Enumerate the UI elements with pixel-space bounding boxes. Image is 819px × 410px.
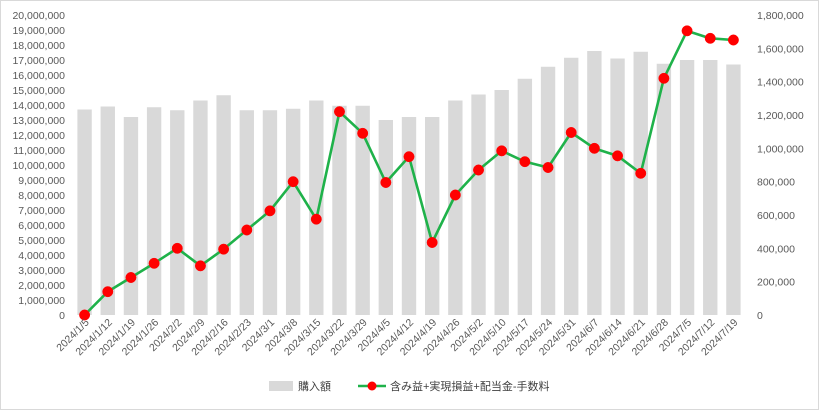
bar-purchase-amount	[656, 63, 672, 315]
y-right-tick-label: 1,800,000	[757, 10, 804, 22]
line-point-profit	[542, 162, 554, 173]
y-left-tick-label: 2,000,000	[18, 280, 65, 292]
line-point-profit	[125, 272, 137, 283]
y-left-tick-label: 17,000,000	[12, 55, 65, 67]
line-point-profit	[310, 213, 322, 225]
bar-purchase-amount	[146, 107, 162, 315]
y-right-tick-label: 800,000	[757, 177, 795, 189]
line-point-profit	[148, 257, 160, 269]
y-left-tick-label: 20,000,000	[12, 10, 65, 22]
bar-purchase-amount	[309, 100, 324, 315]
y-right-tick-label: 1,200,000	[757, 110, 804, 122]
line-point-profit	[727, 34, 739, 46]
y-left-tick-label: 13,000,000	[12, 115, 65, 127]
y-left-tick-label: 4,000,000	[18, 250, 65, 262]
bar-purchase-amount	[448, 100, 463, 315]
y-left-tick-label: 6,000,000	[18, 220, 65, 232]
y-left-tick-label: 9,000,000	[18, 175, 65, 187]
y-right-tick-label: 600,000	[757, 210, 795, 222]
y-right-tick-label: 1,400,000	[757, 77, 804, 89]
bar-purchase-amount	[633, 51, 648, 315]
y-left-tick-label: 19,000,000	[12, 25, 65, 37]
line-point-profit	[658, 72, 670, 84]
legend-label-purchase-amount: 購入額	[298, 379, 331, 393]
line-point-profit	[704, 32, 716, 44]
y-left-tick-label: 7,000,000	[18, 205, 65, 217]
line-point-profit	[287, 176, 299, 188]
y-left-tick-label: 18,000,000	[12, 40, 65, 52]
bar-purchase-amount	[239, 110, 254, 315]
y-left-tick-label: 14,000,000	[12, 100, 65, 112]
legend-label-profit: 含み益+実現損益+配当金-手数料	[390, 379, 550, 393]
bar-purchase-amount	[726, 64, 741, 315]
y-left-tick-label: 10,000,000	[12, 160, 65, 172]
bar-purchase-amount	[471, 94, 486, 315]
y-left-tick-label: 5,000,000	[18, 235, 65, 247]
bar-purchase-amount	[679, 60, 695, 315]
line-point-profit	[496, 145, 508, 157]
y-left-tick-label: 11,000,000	[13, 145, 65, 157]
bar-purchase-amount	[285, 108, 301, 315]
line-point-profit	[681, 25, 693, 37]
bar-purchase-amount	[610, 58, 625, 315]
bar-purchase-amount	[216, 95, 231, 315]
bar-purchase-amount	[170, 110, 185, 315]
line-point-profit	[218, 243, 230, 255]
bar-purchase-amount	[123, 117, 139, 315]
bar-purchase-amount	[378, 120, 394, 315]
line-point-profit	[380, 177, 392, 188]
bar-purchase-amount	[424, 117, 440, 315]
y-left-tick-label: 0	[59, 310, 65, 322]
bar-purchase-amount	[517, 78, 533, 315]
y-right-tick-label: 1,600,000	[757, 43, 804, 55]
bar-purchase-amount	[703, 60, 718, 315]
line-point-profit	[519, 156, 531, 168]
y-left-tick-label: 15,000,000	[12, 85, 65, 97]
bar-purchase-amount	[100, 106, 115, 315]
bar-purchase-amount	[494, 90, 509, 315]
line-point-profit	[588, 142, 600, 154]
y-right-tick-label: 400,000	[757, 243, 795, 255]
line-point-profit	[195, 260, 206, 272]
bar-purchase-amount	[77, 109, 92, 315]
line-point-profit	[334, 106, 345, 118]
legend-swatch-purchase-amount	[269, 381, 293, 391]
y-right-tick-label: 1,000,000	[757, 143, 804, 155]
bar-purchase-amount	[332, 105, 347, 315]
bar-purchase-amount	[540, 66, 556, 315]
bar-purchase-amount	[355, 105, 370, 315]
y-right-tick-label: 200,000	[757, 277, 795, 289]
line-point-profit	[449, 189, 461, 201]
y-left-tick-label: 3,000,000	[18, 265, 65, 277]
line-point-profit	[241, 224, 253, 236]
y-left-tick-label: 16,000,000	[12, 70, 65, 82]
y-left-tick-label: 12,000,000	[12, 130, 65, 142]
y-left-tick-label: 1,000,000	[18, 295, 65, 307]
bar-purchase-amount	[587, 51, 602, 315]
line-point-profit	[171, 242, 183, 254]
line-point-profit	[357, 127, 369, 139]
line-point-profit	[635, 167, 647, 179]
line-point-profit	[473, 164, 484, 176]
line-point-profit	[403, 151, 415, 163]
line-point-profit	[102, 286, 114, 298]
line-point-profit	[79, 309, 91, 321]
y-left-tick-label: 8,000,000	[18, 190, 65, 202]
bar-purchase-amount	[401, 117, 417, 315]
line-point-profit	[264, 205, 276, 217]
line-point-profit	[612, 150, 623, 162]
line-point-profit	[565, 127, 577, 138]
line-point-profit	[426, 237, 438, 248]
legend-marker-profit	[367, 381, 377, 391]
bar-purchase-amount	[193, 100, 208, 315]
bar-purchase-amount	[564, 57, 579, 315]
y-right-tick-label: 0	[757, 310, 763, 322]
